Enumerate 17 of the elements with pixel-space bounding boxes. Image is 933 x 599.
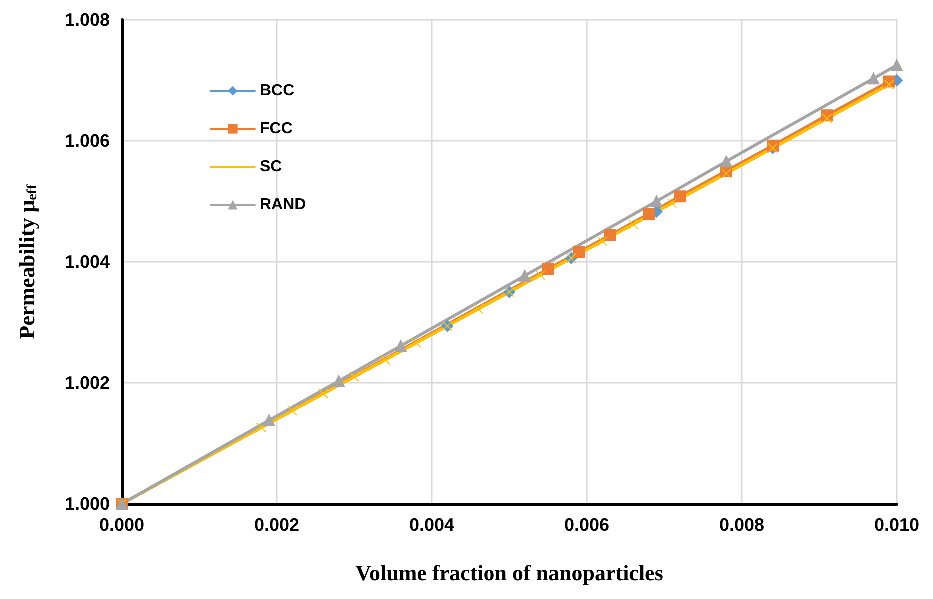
x-tick-label: 0.004 <box>409 515 455 535</box>
x-tick-label: 0.010 <box>874 515 920 535</box>
x-tick-label: 0.000 <box>99 515 145 535</box>
x-axis-title: Volume fraction of nanoparticles <box>356 560 664 586</box>
y-tick-label: 1.008 <box>64 10 110 30</box>
y-tick-label: 1.000 <box>64 494 110 514</box>
x-tick-label: 0.008 <box>719 515 765 535</box>
y-tick-label: 1.006 <box>64 131 110 151</box>
legend-label: SC <box>260 158 283 176</box>
y-tick-label: 1.004 <box>64 252 110 272</box>
legend-label: FCC <box>260 120 294 138</box>
x-tick-label: 0.002 <box>254 515 300 535</box>
legend-label: RAND <box>260 196 306 214</box>
x-tick-label: 0.006 <box>564 515 610 535</box>
y-axis-title: Permeability μeff <box>14 184 40 340</box>
y-tick-label: 1.002 <box>64 373 110 393</box>
legend-label: BCC <box>260 82 296 100</box>
